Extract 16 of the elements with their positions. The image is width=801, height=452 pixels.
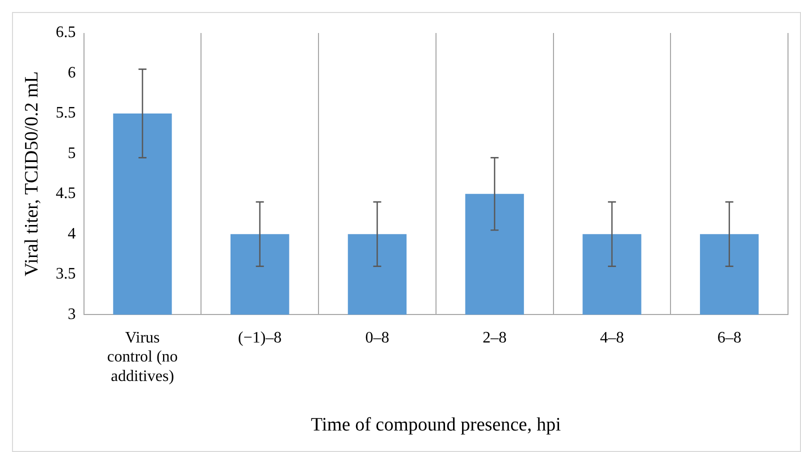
x-tick-label: 0–8 — [365, 329, 390, 346]
y-axis-title: Viral titer, TCID50/0.2 mL — [21, 71, 42, 276]
y-tick-label: 3.5 — [56, 266, 76, 283]
x-tick-label: 4–8 — [600, 329, 624, 346]
y-tick-label: 5.5 — [56, 104, 76, 122]
y-tick-label: 5 — [68, 144, 76, 162]
x-axis-title: Time of compound presence, hpi — [310, 414, 561, 436]
x-tick-label: 2–8 — [482, 329, 507, 346]
y-tick-label: 4 — [68, 225, 76, 242]
y-tick-label: 6 — [68, 64, 76, 82]
y-tick-label: 4.5 — [56, 185, 76, 202]
x-tick-label: 6–8 — [717, 329, 742, 346]
x-tick-label: (−1)–8 — [238, 329, 282, 346]
x-tick-label: Virus control (no additives) — [107, 329, 178, 385]
y-tick-label: 3 — [68, 306, 76, 323]
y-tick-label: 6.5 — [56, 24, 76, 42]
